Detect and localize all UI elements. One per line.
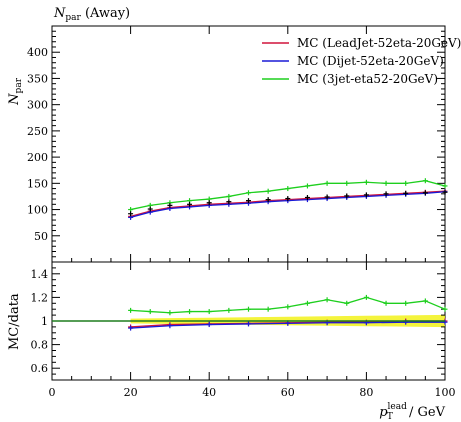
- bottom-y-axis-title: MC/data: [7, 293, 22, 350]
- top-y-tick-label-350: 350: [27, 72, 48, 85]
- top-point: [383, 180, 389, 186]
- x-tick-label-20: 20: [124, 386, 138, 399]
- ratio-point: [147, 309, 153, 315]
- chart-title-rest: (Away): [81, 6, 130, 21]
- top-series-2: [128, 178, 448, 213]
- bottom-y-tick-label-0.6: 0.6: [31, 362, 49, 375]
- x-axis-title-sup: lead: [388, 402, 408, 412]
- ratio-point: [285, 304, 291, 310]
- top-axis-ticks: 50 100 150 200 250 300 350 400: [27, 26, 446, 262]
- x-axis-title-sub: T: [387, 412, 393, 422]
- bottom-y-tick-label-1.4: 1.4: [31, 268, 49, 281]
- legend-label-dijet: MC (Dijet-52eta-20GeV): [297, 54, 444, 68]
- ratio-point: [304, 300, 310, 306]
- top-y-tick-label-250: 250: [27, 125, 48, 138]
- x-tick-label-60: 60: [281, 386, 295, 399]
- top-point: [246, 190, 251, 196]
- ratio-point: [226, 307, 232, 313]
- top-point: [403, 180, 409, 186]
- top-point: [226, 193, 232, 199]
- ratio-point: [403, 300, 409, 306]
- top-y-tick-label-300: 300: [27, 99, 48, 112]
- top-y-tick-label-400: 400: [27, 46, 48, 59]
- x-axis-title-unit: / GeV: [405, 405, 446, 420]
- top-series-layer: [128, 178, 448, 220]
- ratio-point: [128, 307, 134, 313]
- ratio-point: [442, 306, 448, 312]
- x-axis-title: plead T / GeV: [379, 402, 445, 422]
- top-y-tick-label-100: 100: [27, 204, 48, 217]
- ratio-point: [128, 325, 134, 331]
- ratio-point: [246, 306, 251, 312]
- top-point: [265, 188, 271, 194]
- ratio-point: [422, 298, 428, 304]
- top-y-tick-label-50: 50: [34, 230, 48, 243]
- chart-title: Npar (Away): [53, 6, 130, 23]
- top-point: [304, 183, 310, 189]
- x-tick-label-0: 0: [49, 386, 56, 399]
- top-y-tick-label-200: 200: [27, 151, 48, 164]
- top-series-line-1: [130, 191, 446, 219]
- ratio-point: [324, 297, 330, 303]
- x-tick-label-40: 40: [202, 386, 216, 399]
- ratio-point: [246, 321, 251, 327]
- ratio-series-2: [128, 294, 448, 316]
- legend-label-leadjet: MC (LeadJet-52eta-20GeV): [297, 36, 461, 50]
- ratio-point: [383, 300, 389, 306]
- ratio-point: [206, 322, 212, 328]
- top-y-axis-title-sub: par: [14, 77, 24, 93]
- ratio-point: [187, 309, 193, 315]
- x-tick-label-80: 80: [359, 386, 373, 399]
- legend-label-3jet: MC (3jet-eta52-20GeV): [297, 72, 438, 86]
- top-series-0: [128, 188, 448, 219]
- top-point: [285, 186, 291, 192]
- bottom-y-tick-label-1.2: 1.2: [31, 291, 49, 304]
- top-point: [344, 180, 350, 186]
- ratio-point: [265, 306, 271, 312]
- legend: MC (LeadJet-52eta-20GeV) MC (Dijet-52eta…: [262, 36, 461, 86]
- ratio-point: [344, 300, 350, 306]
- x-tick-label-100: 100: [435, 386, 456, 399]
- top-y-axis-title: Npar: [7, 77, 24, 106]
- top-point: [324, 180, 330, 186]
- x-axis-title-main: p: [379, 405, 388, 420]
- chart-title-main: N: [53, 6, 66, 21]
- ratio-point: [167, 323, 173, 329]
- top-point: [363, 179, 369, 185]
- ratio-series-1: [128, 319, 448, 331]
- top-point: [128, 207, 134, 213]
- ratio-point: [206, 309, 212, 315]
- top-point: [442, 183, 448, 189]
- chart-title-sub: par: [65, 13, 81, 23]
- bottom-y-tick-label-0.8: 0.8: [31, 339, 49, 352]
- ratio-point: [363, 294, 369, 300]
- bottom-y-tick-label-1: 1: [41, 315, 48, 328]
- data-points: [128, 189, 448, 217]
- top-point: [422, 178, 428, 184]
- bottom-axis-ticks: 0 20 40 60 80 100 0.6 0.8 1 1.2 1.4: [31, 262, 456, 399]
- top-y-axis-title-main: N: [7, 93, 22, 106]
- ratio-point: [167, 310, 173, 316]
- top-y-tick-label-150: 150: [27, 177, 48, 190]
